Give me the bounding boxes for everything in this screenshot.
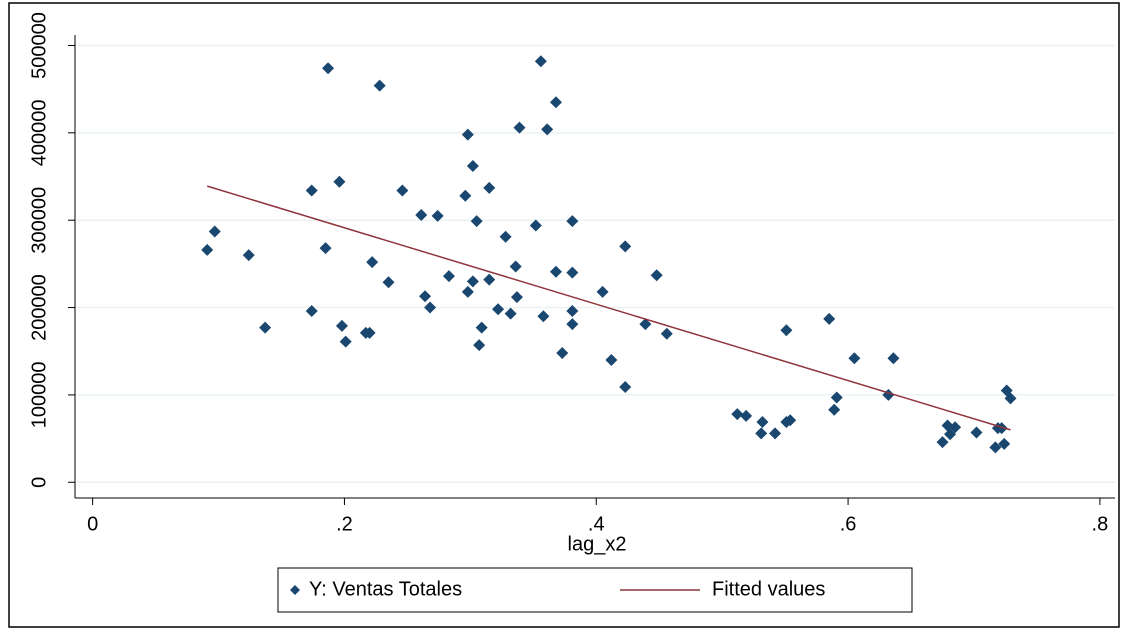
scatter-point xyxy=(333,175,346,188)
x-tick-label: .8 xyxy=(1092,513,1109,535)
y-tick-label: 0 xyxy=(28,477,50,488)
scatter-point xyxy=(541,123,554,136)
scatter-point xyxy=(989,441,1002,454)
scatter-point xyxy=(556,346,569,359)
scatter-point xyxy=(305,305,318,318)
scatter-point xyxy=(509,260,522,273)
scatter-point xyxy=(619,240,632,253)
scatter-point xyxy=(566,266,579,279)
scatter-point xyxy=(944,428,957,441)
scatter-point xyxy=(373,79,386,92)
scatter-point xyxy=(466,275,479,288)
scatter-point xyxy=(756,415,769,428)
scatter-point xyxy=(534,55,547,68)
scatter-point xyxy=(201,243,214,256)
legend xyxy=(277,567,913,613)
scatter-point xyxy=(382,276,395,289)
scatter-point xyxy=(461,285,474,298)
scatter-point xyxy=(424,301,437,314)
scatter-point xyxy=(459,189,472,202)
x-tick-label: .6 xyxy=(840,513,857,535)
y-tick-label: 100000 xyxy=(28,362,50,429)
scatter-point xyxy=(305,184,318,197)
scatter-point xyxy=(363,326,376,339)
scatter-point xyxy=(473,339,486,352)
scatter-point xyxy=(780,324,793,337)
scatter-point xyxy=(848,352,861,365)
scatter-point xyxy=(419,290,432,303)
scatter-point xyxy=(995,422,1008,435)
scatter-point xyxy=(513,121,526,134)
scatter-point xyxy=(740,409,753,422)
scatter-point xyxy=(242,249,255,262)
scatter-point xyxy=(566,318,579,331)
scatter-point xyxy=(596,285,609,298)
x-tick-label: .4 xyxy=(588,513,605,535)
scatter-point xyxy=(470,215,483,228)
y-tick-label: 400000 xyxy=(28,99,50,166)
scatter-point xyxy=(415,208,428,221)
scatter-point xyxy=(510,291,523,304)
scatter-point xyxy=(549,265,562,278)
scatter-point xyxy=(475,321,488,334)
scatter-point xyxy=(605,353,618,366)
scatter-point xyxy=(499,230,512,243)
scatter-point xyxy=(998,437,1011,450)
scatter-point xyxy=(504,307,517,320)
scatter-point xyxy=(208,225,221,238)
scatter-point xyxy=(769,427,782,440)
scatter-point xyxy=(1004,392,1017,405)
scatter-point xyxy=(259,321,272,334)
scatter-point xyxy=(566,305,579,318)
scatter-point xyxy=(483,273,496,286)
x-axis-title: lag_x2 xyxy=(568,533,627,555)
scatter-point xyxy=(431,209,444,222)
frame xyxy=(8,2,1120,628)
scatter-point xyxy=(566,215,579,228)
scatter-point xyxy=(461,128,474,141)
scatter-point xyxy=(322,62,335,75)
scatter-point xyxy=(339,335,352,348)
legend-label: Y: Ventas Totales xyxy=(309,578,462,600)
scatter-point xyxy=(830,391,843,404)
y-tick-label: 200000 xyxy=(28,274,50,341)
scatter-point xyxy=(492,303,505,316)
scatter-point xyxy=(319,242,332,255)
scatter-point xyxy=(755,427,768,440)
x-tick-label: 0 xyxy=(87,513,98,535)
legend-label: Fitted values xyxy=(712,578,825,600)
scatter-point xyxy=(396,184,409,197)
scatter-point xyxy=(731,408,744,421)
scatter-point xyxy=(639,318,652,331)
scatter-point xyxy=(466,160,479,173)
y-tick-label: 300000 xyxy=(28,187,50,254)
scatter-point xyxy=(650,269,663,282)
scatter-point xyxy=(537,310,550,323)
scatter-point xyxy=(619,381,632,394)
scatter-point xyxy=(529,219,542,232)
scatter-point xyxy=(784,414,797,427)
scatter-point xyxy=(549,96,562,109)
scatter-point xyxy=(828,403,841,416)
scatter-point xyxy=(887,352,900,365)
scatter-point xyxy=(970,426,983,439)
y-tick-label: 500000 xyxy=(28,12,50,79)
scatter-point xyxy=(366,256,379,269)
scatter-point xyxy=(660,327,673,340)
scatter-point xyxy=(335,319,348,332)
legend-marker xyxy=(290,585,300,595)
scatter-point xyxy=(823,312,836,325)
scatter-point xyxy=(936,436,949,449)
scatter-point xyxy=(483,181,496,194)
x-tick-label: .2 xyxy=(336,513,353,535)
scatter-point xyxy=(442,270,455,283)
fit-line xyxy=(206,185,1011,431)
scatter-point xyxy=(949,421,962,434)
